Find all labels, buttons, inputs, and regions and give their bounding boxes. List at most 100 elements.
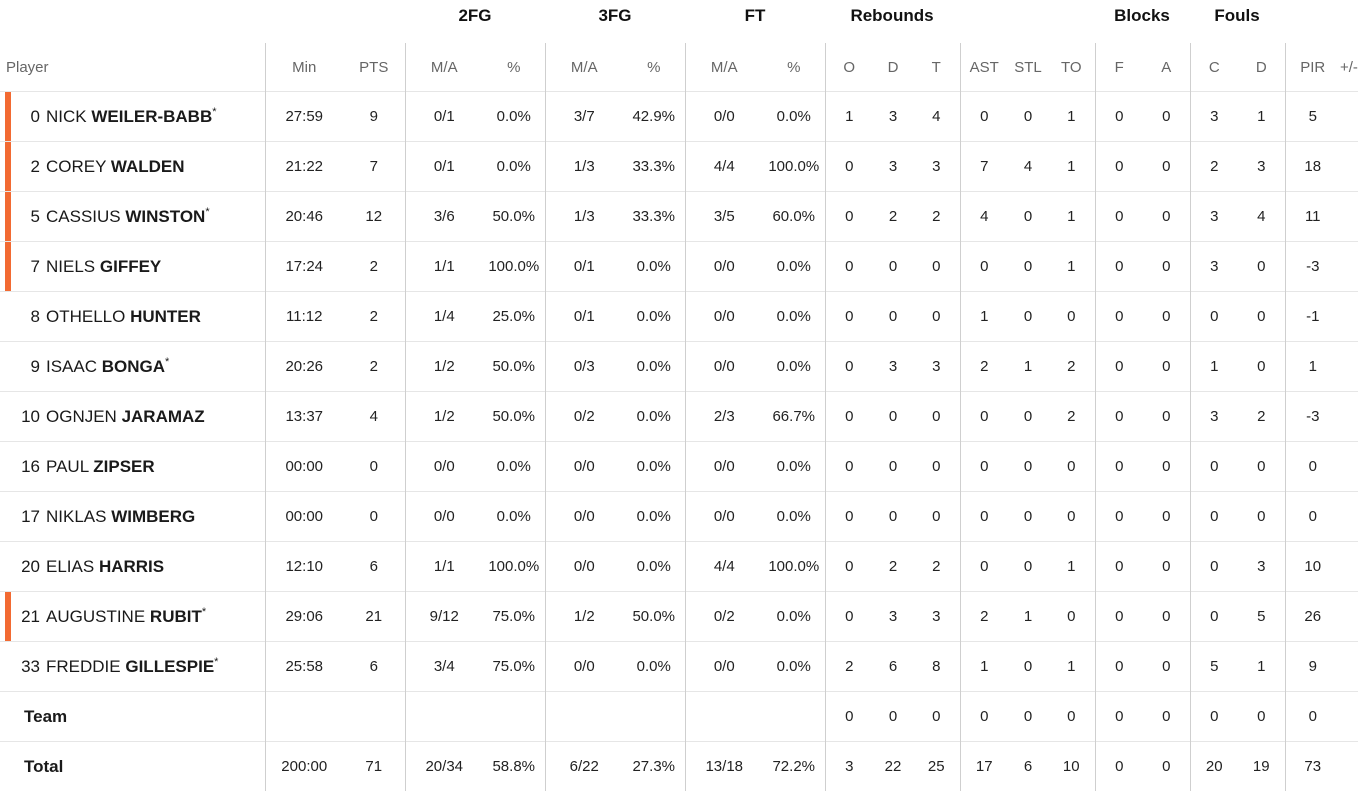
player-pir: 9 (1284, 641, 1340, 692)
total-pts: 71 (343, 741, 405, 791)
header-blk-a[interactable]: A (1161, 58, 1172, 76)
header-plus-minus[interactable]: +/- (1340, 58, 1358, 76)
player-name-cell[interactable]: 9 ISAAC BONGA* (0, 341, 265, 392)
player-name-cell[interactable]: 33 FREDDIE GILLESPIE* (0, 641, 265, 692)
header-reb-t[interactable]: T (931, 58, 941, 76)
player-ast: 0 (959, 91, 1008, 142)
player-name-cell[interactable]: 8 OTHELLO HUNTER (0, 291, 265, 342)
total-ft-ma: 13/18 (684, 741, 763, 791)
player-last-name[interactable]: JARAMAZ (121, 406, 205, 426)
player-pir: 26 (1284, 591, 1340, 642)
player-foul-c: 1 (1189, 341, 1238, 392)
header-reb-d[interactable]: D (887, 58, 899, 76)
player-2fg-ma: 3/4 (404, 641, 483, 692)
player-foul-d: 0 (1238, 241, 1285, 292)
header-ast[interactable]: AST (959, 43, 1008, 92)
header-2fg-pct[interactable]: % (507, 58, 521, 76)
header-3fg-ma[interactable]: M/A (544, 43, 623, 92)
player-row[interactable]: 0 NICK WEILER-BABB* 27:59 9 0/1 0.0% 3/7 42.9% 0… (0, 91, 1358, 142)
player-row[interactable]: 33 FREDDIE GILLESPIE* 25:58 6 3/4 75.0% 0/0 0.0… (0, 641, 1358, 692)
player-2fg-pct: 50.0% (483, 391, 545, 442)
player-pir: 10 (1284, 541, 1340, 592)
player-row[interactable]: 9 ISAAC BONGA* 20:26 2 1/2 50.0% 0/3 0.0% 0/0 0.0… (0, 341, 1358, 392)
player-min: 00:00 (264, 491, 343, 542)
player-row[interactable]: 2 COREY WALDEN 21:22 7 0/1 0.0% 1/3 33.3% 4/4 100… (0, 141, 1358, 192)
player-reb-d: 0 (873, 441, 913, 492)
player-name-cell[interactable]: 5 CASSIUS WINSTON* (0, 191, 265, 242)
header-ft-ma[interactable]: M/A (684, 43, 763, 92)
player-name-cell[interactable]: 20 ELIAS HARRIS (0, 541, 265, 592)
header-ft-pct[interactable]: % (787, 58, 801, 76)
player-min: 25:58 (264, 641, 343, 692)
player-last-name[interactable]: HUNTER (130, 306, 201, 326)
player-3fg-ma: 0/0 (544, 541, 623, 592)
player-2fg-ma: 1/1 (404, 541, 483, 592)
player-first-name: COREY (46, 156, 107, 176)
player-last-name[interactable]: GIFFEY (99, 256, 162, 276)
player-row[interactable]: 17 NIKLAS WIMBERG 00:00 0 0/0 0.0% 0/0 0.0% 0/0 0… (0, 491, 1358, 542)
header-foul-c[interactable]: C (1189, 43, 1238, 92)
player-reb-o: 0 (824, 441, 873, 492)
header-blk-f[interactable]: F (1094, 43, 1143, 92)
header-foul-d[interactable]: D (1255, 58, 1267, 76)
player-first-name: AUGUSTINE (46, 606, 146, 626)
player-name-cell[interactable]: 7 NIELS GIFFEY (0, 241, 265, 292)
player-reb-d: 2 (873, 191, 913, 242)
player-name-cell[interactable]: 2 COREY WALDEN (0, 141, 265, 192)
player-last-name[interactable]: WEILER-BABB (91, 106, 213, 126)
player-row[interactable]: 7 NIELS GIFFEY 17:24 2 1/1 100.0% 0/1 0.0% 0/0 0.… (0, 241, 1358, 292)
player-blk-f: 0 (1094, 141, 1143, 192)
player-min: 12:10 (264, 541, 343, 592)
player-to: 1 (1048, 641, 1095, 692)
player-reb-o: 2 (824, 641, 873, 692)
player-3fg-ma: 0/3 (544, 341, 623, 392)
team-pir: 0 (1284, 691, 1340, 742)
player-reb-t: 0 (913, 441, 960, 492)
player-last-name[interactable]: GILLESPIE (125, 656, 215, 676)
player-row[interactable]: 8 OTHELLO HUNTER 11:12 2 1/4 25.0% 0/1 0.0% 0/0 0… (0, 291, 1358, 342)
player-row[interactable]: 16 PAUL ZIPSER 00:00 0 0/0 0.0% 0/0 0.0% 0/0 0.0%… (0, 441, 1358, 492)
player-last-name[interactable]: WIMBERG (111, 506, 196, 526)
player-name-cell[interactable]: 0 NICK WEILER-BABB* (0, 91, 265, 142)
player-name-cell[interactable]: 16 PAUL ZIPSER (0, 441, 265, 492)
player-row[interactable]: 10 OGNJEN JARAMAZ 13:37 4 1/2 50.0% 0/2 0.0% 2/3… (0, 391, 1358, 442)
player-name-cell[interactable]: 17 NIKLAS WIMBERG (0, 491, 265, 542)
player-reb-d: 0 (873, 391, 913, 442)
header-reb-o[interactable]: O (824, 43, 873, 92)
player-first-name: NICK (46, 106, 87, 126)
player-row[interactable]: 5 CASSIUS WINSTON* 20:46 12 3/6 50.0% 1/3 33.3%… (0, 191, 1358, 242)
player-last-name[interactable]: RUBIT (149, 606, 202, 626)
player-last-name[interactable]: ZIPSER (93, 456, 155, 476)
player-row[interactable]: 21 AUGUSTINE RUBIT* 29:06 21 9/12 75.0% 1/2 50.… (0, 591, 1358, 642)
total-reb-d: 22 (873, 741, 913, 791)
header-pts[interactable]: PTS (359, 58, 389, 76)
header-player[interactable]: Player (6, 58, 49, 76)
player-2fg-ma: 1/1 (404, 241, 483, 292)
player-to: 0 (1048, 291, 1095, 342)
header-3fg-pct[interactable]: % (647, 58, 661, 76)
header-stl[interactable]: STL (1014, 58, 1042, 76)
player-foul-d: 4 (1238, 191, 1285, 242)
player-number: 20 (21, 556, 40, 576)
player-last-name[interactable]: HARRIS (98, 556, 165, 576)
player-reb-o: 0 (824, 541, 873, 592)
player-last-name[interactable]: BONGA (101, 356, 166, 376)
player-row[interactable]: 20 ELIAS HARRIS 12:10 6 1/1 100.0% 0/0 0.0% 4/4 1… (0, 541, 1358, 592)
player-3fg-pct: 0.0% (623, 391, 685, 442)
player-last-name[interactable]: WINSTON (125, 206, 206, 226)
player-foul-c: 3 (1189, 241, 1238, 292)
player-last-name[interactable]: WALDEN (110, 156, 185, 176)
player-name-cell[interactable]: 10 OGNJEN JARAMAZ (0, 391, 265, 442)
total-plus-minus (1340, 741, 1358, 791)
column-group-header-row: 2FG 3FG FT Rebounds Blocks Fouls (0, 0, 1358, 40)
player-ft-ma: 0/0 (684, 241, 763, 292)
header-pir[interactable]: PIR (1284, 43, 1340, 92)
total-reb-o: 3 (824, 741, 873, 791)
player-blk-a: 0 (1143, 591, 1190, 642)
player-name-cell[interactable]: 21 AUGUSTINE RUBIT* (0, 591, 265, 642)
header-to[interactable]: TO (1060, 58, 1082, 76)
header-min[interactable]: Min (264, 43, 343, 92)
player-blk-a: 0 (1143, 241, 1190, 292)
player-blk-f: 0 (1094, 591, 1143, 642)
header-2fg-ma[interactable]: M/A (404, 43, 483, 92)
